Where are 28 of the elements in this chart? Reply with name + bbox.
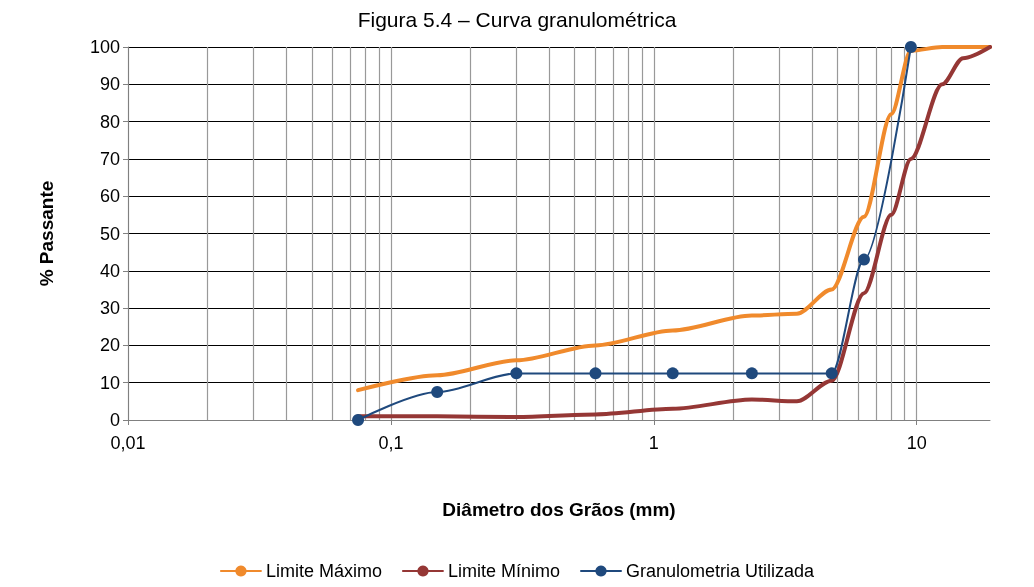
legend-label: Limite Máximo <box>265 561 382 581</box>
legend-label: Granulometria Utilizada <box>625 561 816 581</box>
y-tick-label: 30 <box>99 298 120 319</box>
y-tick-label: 80 <box>99 111 120 132</box>
point <box>510 367 523 380</box>
point <box>431 386 444 399</box>
x-axis-title: Diâmetro dos Grãos (mm) <box>442 499 676 520</box>
x-tick-label: 1 <box>648 433 659 453</box>
y-tick-label: 20 <box>99 335 120 356</box>
y-tick-label: 70 <box>99 148 120 169</box>
x-tick-label: 0,1 <box>378 433 404 453</box>
y-tick-label: 10 <box>99 372 120 393</box>
y-tick-label: 0 <box>109 410 120 430</box>
chart-title: Figura 5.4 – Curva granulométrica <box>357 8 677 31</box>
point <box>589 367 602 380</box>
y-tick-label: 100 <box>89 37 120 57</box>
y-tick-label: 60 <box>99 186 120 207</box>
x-tick-label: 10 <box>906 433 927 453</box>
y-tick-label: 90 <box>99 74 120 95</box>
y-tick-label: 40 <box>99 260 120 281</box>
point <box>825 367 838 380</box>
point <box>352 414 365 426</box>
y-axis-title: % Passante <box>36 180 57 287</box>
x-tick-label: 0,01 <box>110 433 146 453</box>
legend-label: Limite Mínimo <box>447 561 560 581</box>
point <box>666 367 679 380</box>
y-tick-label: 50 <box>99 223 120 244</box>
point <box>745 367 758 380</box>
